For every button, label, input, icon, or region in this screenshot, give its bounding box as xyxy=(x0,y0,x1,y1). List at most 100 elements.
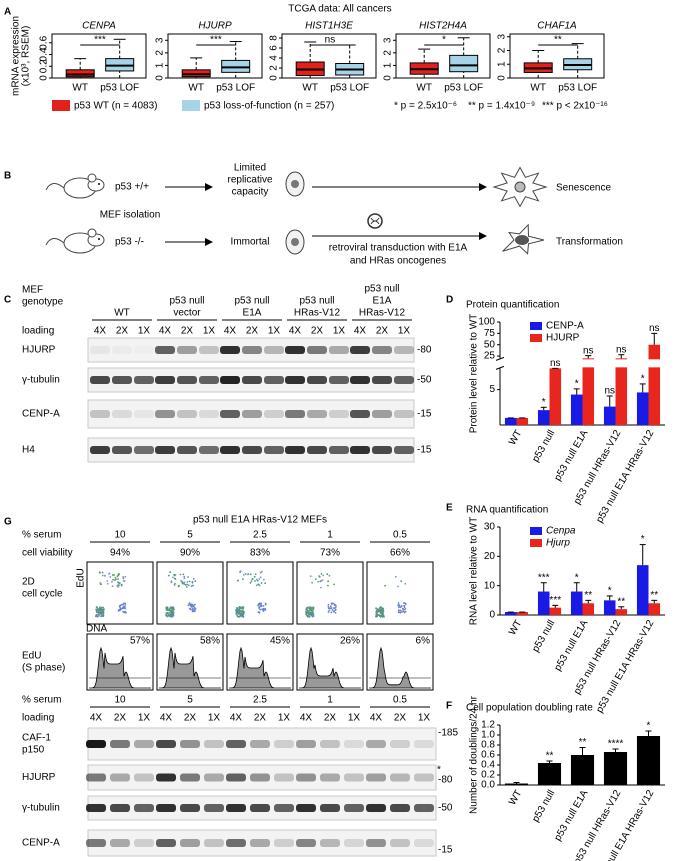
blot-band xyxy=(274,773,294,782)
blot-band xyxy=(250,740,270,748)
blot-band xyxy=(285,446,305,454)
flow-dot xyxy=(308,609,311,612)
flow-dot xyxy=(119,582,121,584)
flow-dot xyxy=(187,584,190,587)
blot-band xyxy=(394,446,414,454)
flow-dot xyxy=(111,581,113,583)
flow-dot xyxy=(173,577,176,580)
blot-band xyxy=(274,839,294,847)
flow-dot xyxy=(258,602,261,605)
blot-strip xyxy=(87,727,437,761)
flow-dot xyxy=(96,611,99,614)
y-tick-label: 3 xyxy=(383,37,394,43)
lane-label: 2X xyxy=(184,713,197,724)
x-tick-label: WT xyxy=(507,618,524,637)
lane-label: 2X xyxy=(311,326,324,337)
viability-value: 83% xyxy=(250,548,270,559)
flow-dot xyxy=(318,575,321,577)
flow-dot xyxy=(117,578,119,580)
virus-core xyxy=(370,217,380,225)
plot-frame xyxy=(395,33,491,79)
s-phase-value: 58% xyxy=(200,636,220,647)
serum-value: 2.5 xyxy=(253,530,267,541)
flow-dot xyxy=(101,571,104,574)
flow-dot xyxy=(241,610,244,612)
row-label: CENP-A xyxy=(22,838,60,849)
flow-dot xyxy=(397,585,399,588)
significance: ** xyxy=(584,590,592,601)
flow-dot xyxy=(168,611,171,614)
axis-label: DNA xyxy=(86,624,107,635)
flow-dot xyxy=(238,610,241,613)
significance: ** xyxy=(617,596,625,607)
plot-frame xyxy=(281,33,377,79)
flow-dot xyxy=(123,580,126,582)
blot-band xyxy=(264,410,284,418)
panel-letter: B xyxy=(4,171,11,182)
mw-marker: -80 xyxy=(438,775,453,786)
flow-dot xyxy=(258,611,260,614)
blot-band xyxy=(86,773,106,782)
flow-dot xyxy=(187,604,190,607)
row-header: % serum xyxy=(22,695,61,706)
bar xyxy=(570,394,583,425)
lane-label: 4X xyxy=(354,326,367,337)
x-tick-label: p53 LOF xyxy=(100,83,139,94)
serum-value: 5 xyxy=(187,695,193,706)
y-axis-label: (x10³, RSEM) xyxy=(21,26,32,87)
blot-band xyxy=(296,740,316,748)
legend-swatch xyxy=(530,539,542,547)
flow-dot xyxy=(186,583,189,586)
mw-marker: -15 xyxy=(417,409,432,420)
flow-dot xyxy=(170,610,173,613)
flow-dot xyxy=(186,581,189,583)
blot-band xyxy=(134,773,154,782)
gene-name: CHAF1A xyxy=(537,21,577,32)
flow-dot xyxy=(239,614,242,617)
flow-dot xyxy=(124,575,127,578)
flow-dot xyxy=(327,611,330,613)
significance: * xyxy=(542,397,546,408)
flow-dot xyxy=(334,606,337,608)
x-tick-label: p53 LOF xyxy=(216,83,255,94)
flow-dot xyxy=(305,608,308,611)
lane-label: 1X xyxy=(398,326,411,337)
blot-band xyxy=(296,804,316,812)
significance: ** xyxy=(546,751,554,762)
flow-dot xyxy=(108,572,111,575)
row-header: EdU xyxy=(22,651,41,662)
blot-band xyxy=(394,410,414,418)
row-header: MEF xyxy=(22,285,43,296)
blot-band xyxy=(242,376,262,384)
panel-letter: G xyxy=(4,517,12,528)
blot-band xyxy=(390,839,410,847)
flow-dot xyxy=(194,603,196,606)
bar xyxy=(603,600,616,615)
flow-dot xyxy=(106,580,109,582)
lane-label: 1X xyxy=(208,713,221,724)
bar xyxy=(504,417,517,425)
flow-dot xyxy=(330,611,333,614)
blot-band xyxy=(155,410,175,418)
blot-band xyxy=(394,376,414,384)
bar xyxy=(570,755,595,785)
flow-dot xyxy=(402,602,405,604)
flow-dot xyxy=(183,577,186,580)
blot-band xyxy=(134,376,154,384)
blot-band xyxy=(285,410,305,418)
flow-dot xyxy=(309,606,311,608)
significance: * xyxy=(575,379,579,390)
blot-band xyxy=(390,740,410,748)
flow-dot xyxy=(189,608,192,611)
flow-dot xyxy=(402,610,404,613)
blot-band xyxy=(350,346,370,354)
y-axis-label: Protein level relative to WT xyxy=(469,314,480,434)
flow-dot xyxy=(167,614,169,617)
y-axis-label: mRNA expression xyxy=(11,16,22,96)
flow-dot xyxy=(102,606,105,609)
flow-dot xyxy=(184,584,187,586)
flow-dot xyxy=(249,573,252,576)
bar xyxy=(603,752,628,785)
flow-dot xyxy=(404,603,407,605)
flow-dot xyxy=(171,606,174,608)
